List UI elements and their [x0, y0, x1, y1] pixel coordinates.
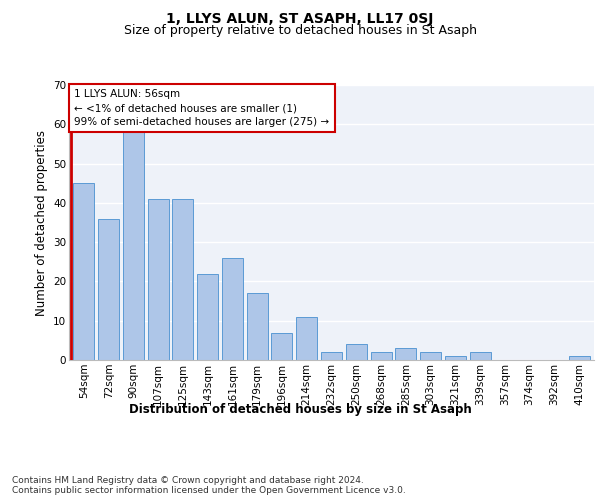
Bar [470, 352, 491, 360]
Bar [445, 356, 466, 360]
Bar [247, 293, 268, 360]
Bar [197, 274, 218, 360]
Bar [395, 348, 416, 360]
Text: Size of property relative to detached houses in St Asaph: Size of property relative to detached ho… [124, 24, 476, 37]
Text: 1, LLYS ALUN, ST ASAPH, LL17 0SJ: 1, LLYS ALUN, ST ASAPH, LL17 0SJ [166, 12, 434, 26]
Bar [148, 199, 169, 360]
Text: Distribution of detached houses by size in St Asaph: Distribution of detached houses by size … [128, 402, 472, 415]
Bar [371, 352, 392, 360]
Bar [123, 128, 144, 360]
Y-axis label: Number of detached properties: Number of detached properties [35, 130, 47, 316]
Bar [569, 356, 590, 360]
Bar [420, 352, 441, 360]
Bar [321, 352, 342, 360]
Bar [271, 332, 292, 360]
Bar [222, 258, 243, 360]
Bar [73, 183, 94, 360]
Bar [98, 218, 119, 360]
Bar [346, 344, 367, 360]
Bar [172, 199, 193, 360]
Bar [296, 317, 317, 360]
Text: Contains HM Land Registry data © Crown copyright and database right 2024.
Contai: Contains HM Land Registry data © Crown c… [12, 476, 406, 495]
Text: 1 LLYS ALUN: 56sqm
← <1% of detached houses are smaller (1)
99% of semi-detached: 1 LLYS ALUN: 56sqm ← <1% of detached hou… [74, 89, 329, 127]
